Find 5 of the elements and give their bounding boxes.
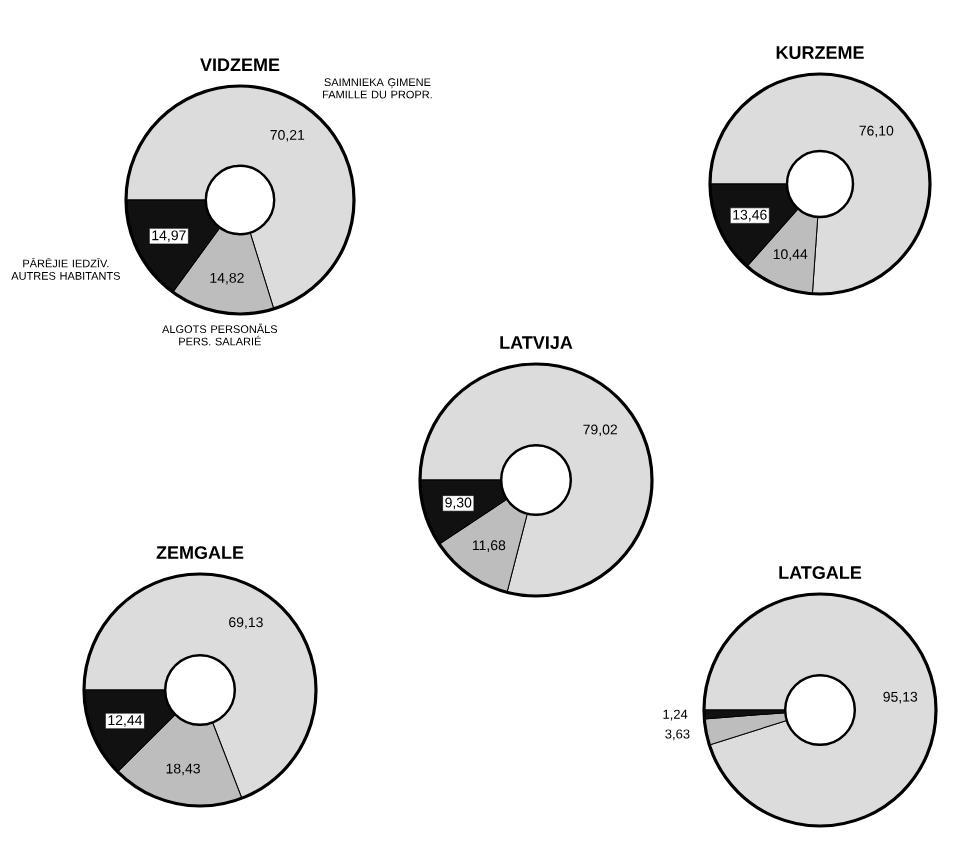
chart-title: LATVIJA xyxy=(500,336,573,349)
chart-title: ZEMGALE xyxy=(156,546,244,559)
chart-title: VIDZEME xyxy=(200,58,280,71)
chart-title: KURZEME xyxy=(776,46,864,59)
chart-title: LATGALE xyxy=(779,566,862,579)
